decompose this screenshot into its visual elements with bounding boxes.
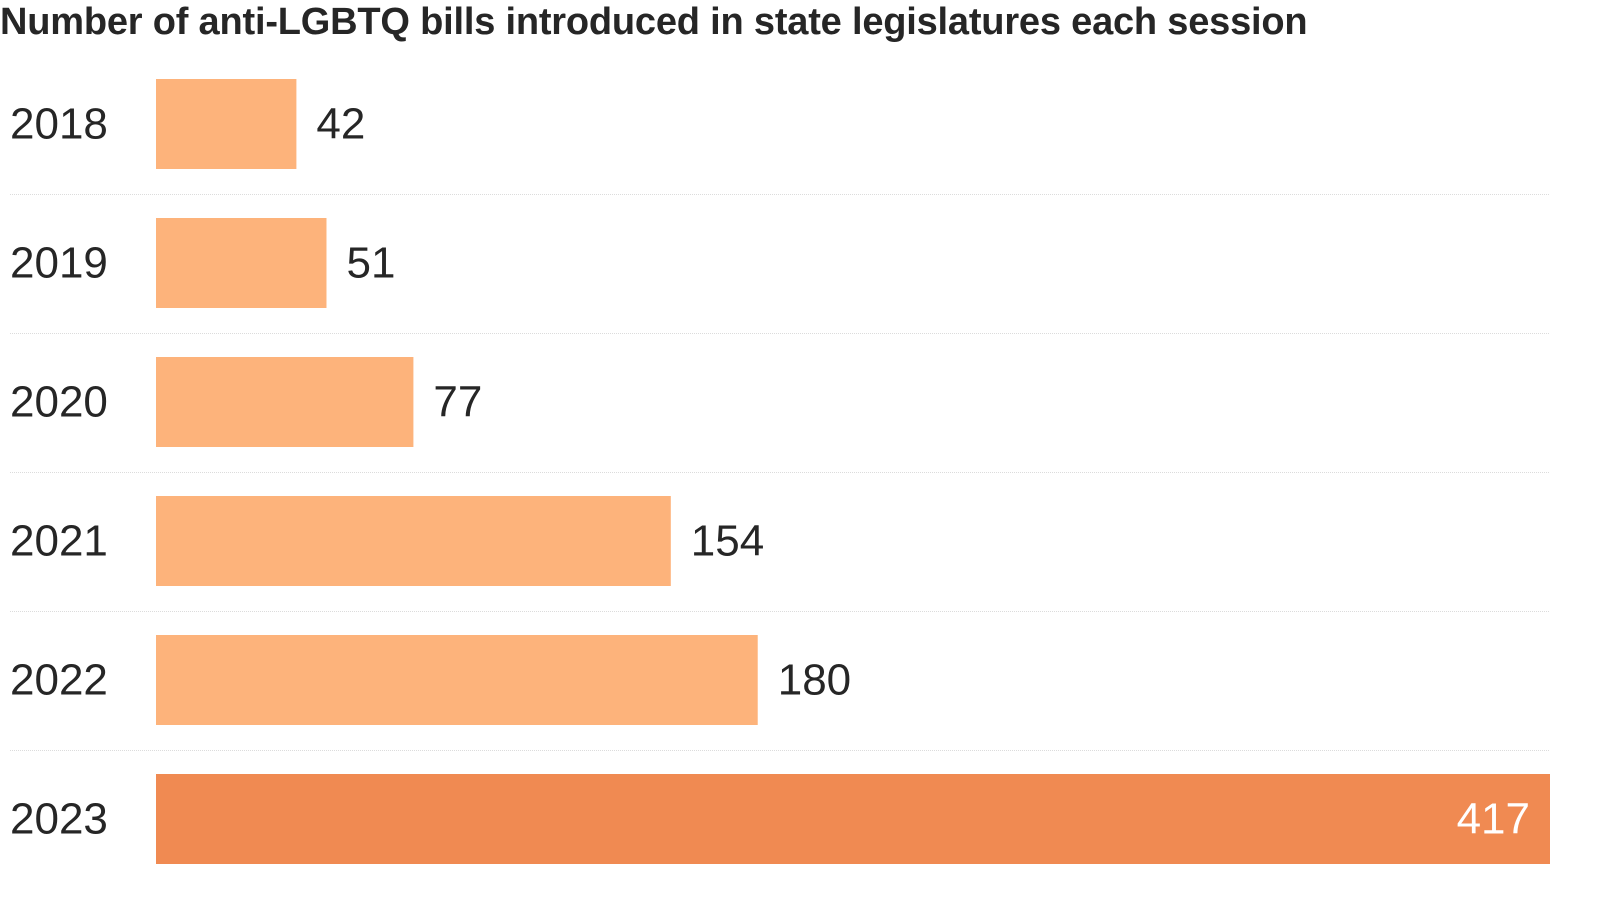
value-label-2020: 77 <box>433 378 482 427</box>
category-label-2020: 2020 <box>10 378 108 427</box>
bar-2021 <box>156 496 671 586</box>
bar-2019 <box>156 218 327 308</box>
bar-2022 <box>156 635 758 725</box>
category-label-2022: 2022 <box>10 656 108 705</box>
chart-title: Number of anti-LGBTQ bills introduced in… <box>0 1 1308 43</box>
value-label-2021: 154 <box>691 517 764 566</box>
value-label-2018: 42 <box>316 100 365 149</box>
bar-2023 <box>156 774 1550 864</box>
value-label-2019: 51 <box>346 239 395 288</box>
category-label-2019: 2019 <box>10 239 108 288</box>
category-label-2018: 2018 <box>10 100 108 149</box>
bar-2018 <box>156 79 297 169</box>
category-label-2023: 2023 <box>10 795 108 844</box>
bar-2020 <box>156 357 414 447</box>
value-label-2022: 180 <box>778 656 851 705</box>
value-label-2023: 417 <box>1457 795 1530 844</box>
category-label-2021: 2021 <box>10 517 108 566</box>
